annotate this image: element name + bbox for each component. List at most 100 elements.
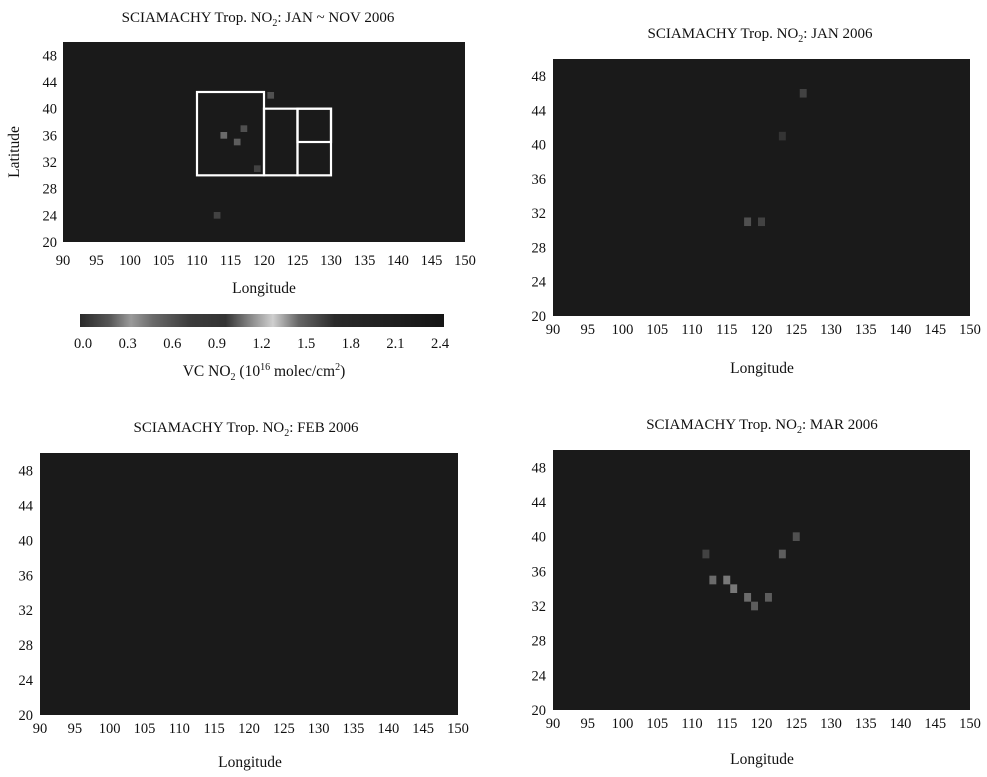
x-axis-label: Longitude	[218, 754, 282, 771]
x-tick-label: 140	[387, 253, 409, 269]
x-tick-label: 100	[99, 721, 121, 737]
panel-feb: SCIAMACHY Trop. NO2: FEB 2006 90 95 100 105…	[19, 420, 469, 771]
heatmap-cell	[778, 131, 786, 141]
x-tick-labels: 90 95 100 105 110 115 120 125 130 135 140 145 150	[546, 716, 981, 732]
heatmap-cell	[253, 165, 261, 172]
x-tick-label: 115	[220, 253, 241, 269]
x-tick-label: 150	[959, 322, 981, 338]
x-tick-label: 135	[343, 721, 365, 737]
y-tick-label: 24	[532, 275, 547, 291]
heatmap-cell	[744, 217, 752, 227]
x-tick-label: 115	[716, 322, 737, 338]
x-tick-label: 105	[153, 253, 175, 269]
x-tick-label: 130	[320, 253, 342, 269]
heatmap-cell	[267, 92, 275, 99]
heatmap-cell	[213, 212, 221, 219]
x-axis-label: Longitude	[232, 280, 296, 297]
y-tick-label: 20	[532, 703, 547, 719]
x-tick-label: 90	[56, 253, 71, 269]
y-tick-label: 36	[19, 568, 34, 584]
x-tick-label: 150	[447, 721, 469, 737]
heatmap-cells	[213, 92, 275, 219]
x-tick-label: 95	[581, 322, 596, 338]
x-tick-label: 130	[820, 716, 842, 732]
y-tick-label: 20	[19, 708, 34, 724]
x-axis-label: Longitude	[730, 360, 794, 377]
x-tick-label: 130	[820, 322, 842, 338]
heatmap-cell	[792, 532, 800, 541]
colorbar-tick-label: 0.6	[163, 336, 181, 352]
region-box	[296, 107, 333, 144]
x-tick-label: 140	[890, 322, 912, 338]
colorbar-tick-label: 0.9	[208, 336, 226, 352]
y-tick-label: 40	[19, 533, 34, 549]
x-tick-label: 135	[354, 253, 376, 269]
heatmap-area	[553, 59, 970, 316]
x-tick-label: 135	[855, 716, 877, 732]
y-tick-label: 44	[43, 75, 58, 91]
y-tick-label: 40	[532, 138, 547, 154]
y-tick-label: 28	[19, 638, 34, 654]
x-tick-label: 120	[751, 716, 773, 732]
heatmap-cell	[702, 549, 710, 559]
y-tick-label: 28	[43, 182, 58, 198]
x-tick-label: 140	[377, 721, 399, 737]
colorbar-tick-label: 0.0	[74, 336, 92, 352]
x-tick-labels: 90 95 100 105 110 115 120 125 130 135 140 145 150	[33, 721, 469, 737]
x-tick-label: 90	[33, 721, 48, 737]
heatmap-cells	[744, 88, 807, 227]
y-tick-label: 48	[43, 48, 58, 64]
x-tick-label: 90	[546, 716, 561, 732]
panel-jan: SCIAMACHY Trop. NO2: JAN 2006 90 95 100 105…	[532, 26, 981, 377]
y-tick-label: 28	[532, 240, 547, 256]
x-tick-label: 135	[855, 322, 877, 338]
y-tick-label: 36	[532, 172, 547, 188]
y-tick-label: 32	[43, 155, 58, 171]
x-tick-label: 145	[421, 253, 443, 269]
heatmap-cell	[778, 549, 786, 559]
y-tick-label: 48	[19, 463, 34, 479]
x-tick-label: 90	[546, 322, 561, 338]
y-tick-labels: 20 24 28 32 36 40 44 48	[19, 463, 34, 724]
x-axis-label: Longitude	[730, 751, 794, 768]
x-tick-label: 130	[308, 721, 330, 737]
x-tick-label: 150	[454, 253, 476, 269]
x-tick-label: 110	[169, 721, 190, 737]
x-tick-label: 145	[412, 721, 434, 737]
x-tick-label: 115	[204, 721, 225, 737]
x-tick-label: 105	[646, 322, 668, 338]
x-tick-label: 145	[924, 322, 946, 338]
x-tick-label: 125	[785, 322, 807, 338]
heatmap-cell	[764, 593, 772, 602]
x-tick-label: 95	[68, 721, 83, 737]
x-tick-label: 105	[646, 716, 668, 732]
y-tick-label: 44	[532, 103, 547, 119]
panel-title: SCIAMACHY Trop. NO2: MAR 2006	[646, 417, 878, 436]
colorbar-tick-label: 2.1	[386, 336, 404, 352]
colorbar: 0.0 0.3 0.6 0.9 1.2 1.5 1.8 2.1 2.4 VC NO2 (1016…	[74, 314, 450, 383]
heatmap-area	[553, 450, 970, 710]
colorbar-tick-label: 1.8	[342, 336, 360, 352]
x-tick-label: 100	[612, 322, 634, 338]
x-tick-label: 110	[681, 322, 702, 338]
colorbar-tick-label: 0.3	[119, 336, 137, 352]
panel-title: SCIAMACHY Trop. NO2: JAN ~ NOV 2006	[122, 10, 395, 29]
colorbar-label: VC NO2 (1016 molec/cm2)	[183, 362, 346, 383]
x-tick-label: 140	[890, 716, 912, 732]
x-tick-label: 125	[273, 721, 295, 737]
y-axis-label: Latitude	[6, 126, 23, 178]
y-tick-label: 20	[43, 235, 58, 251]
y-tick-label: 32	[532, 599, 547, 615]
x-tick-label: 120	[751, 322, 773, 338]
y-tick-label: 44	[532, 495, 547, 511]
heatmap-cell	[709, 575, 717, 585]
y-tick-label: 32	[19, 603, 34, 619]
heatmap-cell	[730, 584, 738, 593]
x-tick-label: 95	[581, 716, 596, 732]
heatmap-area	[40, 453, 458, 715]
heatmap-cell	[723, 575, 731, 585]
x-tick-label: 125	[287, 253, 309, 269]
y-tick-label: 28	[532, 634, 547, 650]
y-tick-label: 32	[532, 206, 547, 222]
